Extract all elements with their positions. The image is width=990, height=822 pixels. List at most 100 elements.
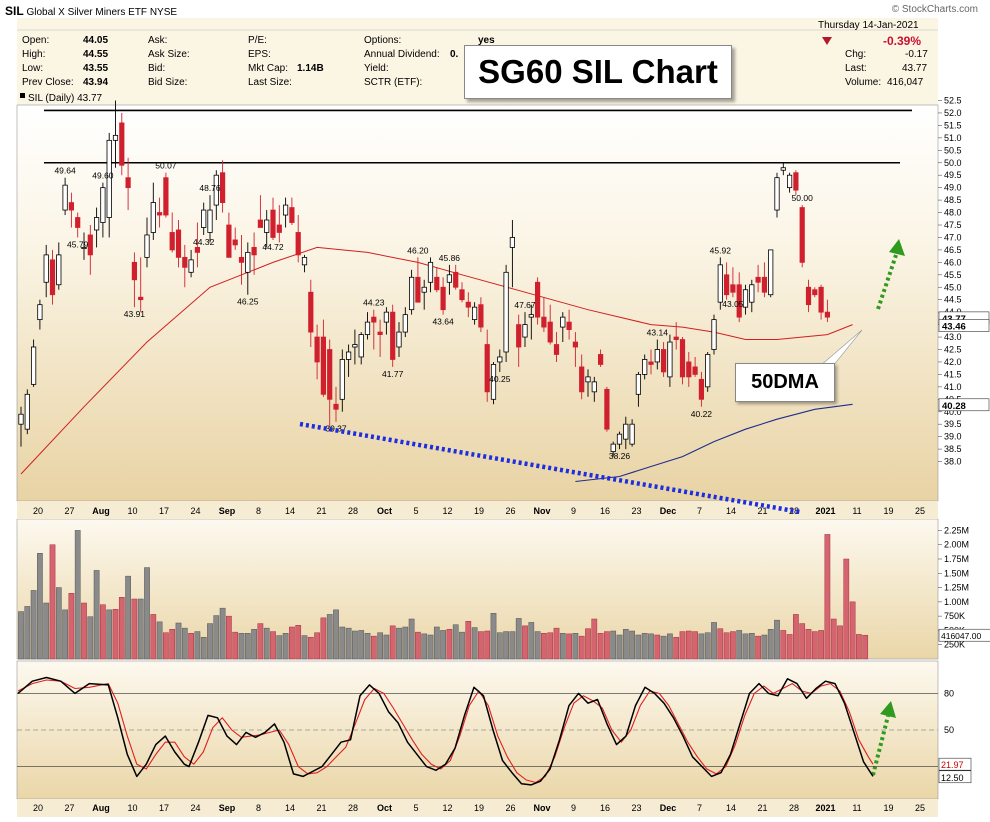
candle-down xyxy=(440,286,446,311)
volume-bar xyxy=(427,634,434,660)
candle-up xyxy=(339,359,345,400)
volume-bar xyxy=(547,632,554,660)
volume-bar xyxy=(100,604,106,660)
candle-up xyxy=(427,261,434,283)
volume-bar xyxy=(163,632,169,660)
candle-down xyxy=(604,388,610,430)
volume-bar xyxy=(244,633,251,660)
candle-down xyxy=(465,301,471,308)
candle-down xyxy=(459,289,465,301)
stoch-xtick-label: 19 xyxy=(474,803,484,813)
ma200-tag-box xyxy=(938,398,990,412)
volume-bar xyxy=(641,633,648,660)
volume-bar xyxy=(566,633,572,660)
candle-up xyxy=(301,256,308,266)
volume-bar xyxy=(717,628,724,660)
volume-tick-label: 1.25M xyxy=(944,583,969,593)
candle-down xyxy=(679,339,686,378)
volume-bar xyxy=(528,622,535,660)
volume-bar xyxy=(503,631,509,660)
volume-bar xyxy=(415,631,421,660)
volume-bar xyxy=(585,628,591,660)
price-panel xyxy=(16,104,939,502)
volume-bar xyxy=(723,632,730,660)
price-xtick-label: 28 xyxy=(789,506,799,516)
stoch-xtick-label: Oct xyxy=(377,803,392,813)
candle-down xyxy=(125,177,131,189)
candle-up xyxy=(616,433,623,445)
candle-up xyxy=(207,209,213,233)
candle-down xyxy=(49,259,56,296)
candle-up xyxy=(742,289,749,308)
volume-bar xyxy=(862,634,869,660)
volume-bar xyxy=(370,635,377,660)
stoch-xtick-label: 9 xyxy=(571,803,576,813)
candle-down xyxy=(257,219,264,228)
candle-up xyxy=(112,134,119,141)
candle-up xyxy=(18,413,24,425)
volume-bar xyxy=(364,633,371,660)
volume-bar xyxy=(55,587,62,660)
candle-up xyxy=(522,324,528,338)
volume-bar xyxy=(43,602,50,660)
volume-bar xyxy=(736,630,743,660)
stoch-xtick-label: 28 xyxy=(348,803,358,813)
stoch-d-tag-box xyxy=(938,757,972,771)
stoch-xtick-label: Sep xyxy=(219,803,236,813)
volume-label: Volume: xyxy=(845,77,882,88)
stoch-tick-label: 80 xyxy=(944,688,954,698)
candle-up xyxy=(358,334,364,358)
candle-down xyxy=(314,336,320,363)
ma200-line xyxy=(575,403,853,483)
low-value: 43.55 xyxy=(83,63,109,74)
bid-label: Bid: xyxy=(148,63,166,74)
price-xtick-label: 10 xyxy=(127,506,137,516)
volume-bar xyxy=(389,625,396,660)
price-annotation: 43.14 xyxy=(647,328,669,338)
candle-up xyxy=(528,314,534,318)
candle-down xyxy=(648,361,654,365)
candle-up xyxy=(560,316,566,328)
price-xaxis-band xyxy=(17,501,938,519)
candle-down xyxy=(673,336,679,340)
candle-up xyxy=(591,381,597,393)
volume-bar xyxy=(591,618,598,660)
candle-up xyxy=(402,314,408,333)
candle-up xyxy=(503,271,509,353)
candle-up xyxy=(56,254,62,286)
stoch-xtick-label: 17 xyxy=(159,803,169,813)
stoch-xtick-label: 7 xyxy=(697,803,702,813)
stoch-xtick-label: 12 xyxy=(442,803,452,813)
price-tick-label: 49.5 xyxy=(944,170,962,180)
price-xtick-label: 14 xyxy=(726,506,736,516)
last-value: 43.77 xyxy=(902,63,928,74)
stoch-xtick-label: 25 xyxy=(915,803,925,813)
prev-close-value: 43.94 xyxy=(83,77,109,88)
open-label: Open: xyxy=(22,35,50,46)
candle-down xyxy=(68,202,74,211)
volume-bar xyxy=(824,534,831,660)
candle-down xyxy=(566,321,572,330)
volume-bar xyxy=(629,630,635,660)
candle-down xyxy=(182,256,188,268)
candle-down xyxy=(755,276,761,283)
price-xtick-label: 27 xyxy=(64,506,74,516)
volume-bar xyxy=(18,611,24,660)
volume-tag: 416047.00 xyxy=(941,631,981,641)
price-xtick-label: 5 xyxy=(413,506,418,516)
volume-bar xyxy=(534,631,541,660)
candle-up xyxy=(24,393,30,430)
volume-bar xyxy=(578,635,585,660)
chart-title-box: SG60 SIL Chart xyxy=(464,45,732,99)
candle-up xyxy=(408,276,415,311)
last-label: Last: xyxy=(845,63,867,74)
eps-label: EPS: xyxy=(248,49,271,60)
price-xtick-label: 12 xyxy=(442,506,452,516)
volume-bar xyxy=(698,633,705,660)
price-tick-label: 46.0 xyxy=(944,257,962,267)
low-label: Low: xyxy=(22,63,44,74)
candle-up xyxy=(787,174,793,189)
volume-tick-label: 1.00M xyxy=(944,597,969,607)
price-xtick-label: 21 xyxy=(316,506,326,516)
candle-down xyxy=(226,224,232,258)
